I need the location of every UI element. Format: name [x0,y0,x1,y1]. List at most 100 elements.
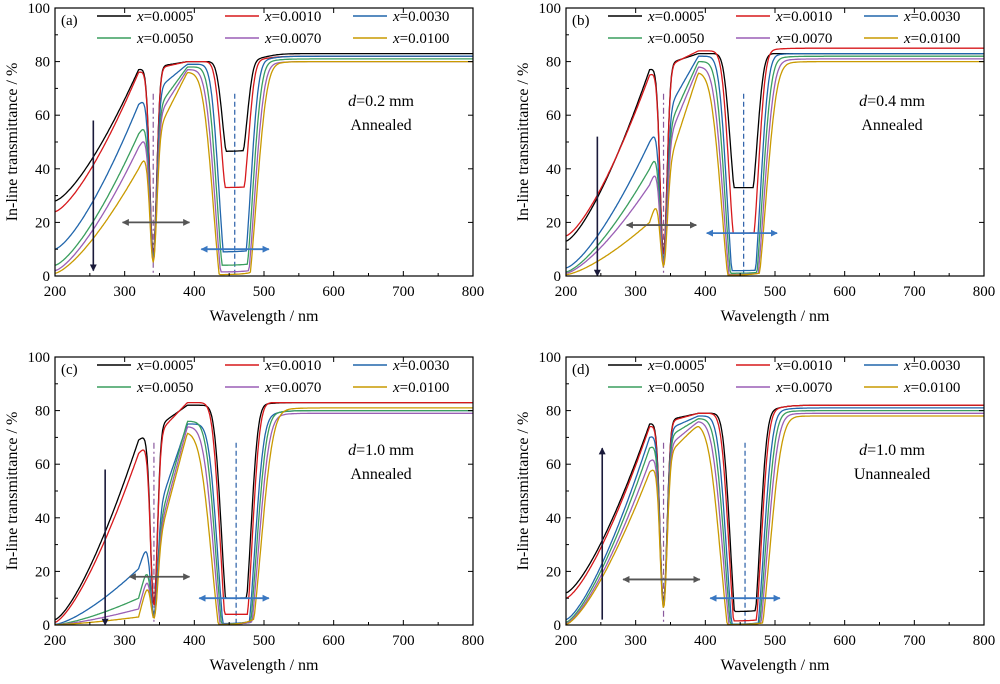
legend-label: x=0.0100 [903,380,960,396]
x-axis-title: Wavelength / nm [210,657,319,674]
y-axis-title: In-line transmittance / % [515,63,532,222]
series-line [566,55,984,274]
series-line [566,58,984,276]
legend-label: x=0.0030 [903,358,960,374]
legend-label: x=0.0070 [264,31,321,47]
series-line [55,409,473,625]
legend-label: x=0.0005 [647,9,704,25]
chart-panel-a: 200 300 400 500 600 700 800 0 20 40 60 80 100 Wavelen… [4,1,484,325]
legend-label: x=0.0050 [136,31,193,47]
series-line [55,407,473,625]
series-line [566,404,984,622]
series-line [55,58,473,266]
y-tick-label: 40 [35,162,50,178]
x-tick-label: 500 [253,633,276,649]
y-tick-label: 100 [539,350,562,366]
x-tick-label: 600 [833,284,856,300]
annotation-condition: Annealed [350,466,411,483]
x-axis-title: Wavelength / nm [721,657,830,674]
y-tick-label: 60 [546,457,561,473]
y-tick-label: 0 [43,269,51,285]
annotation-thickness: d=0.4 mm [859,93,925,110]
series-line [55,412,473,625]
panel-label: (d) [572,362,590,378]
series-line [55,60,473,276]
x-tick-label: 600 [833,633,856,649]
series-line [566,412,984,625]
x-tick-label: 300 [113,633,136,649]
x-tick-label: 800 [973,633,996,649]
legend-label: x=0.0050 [136,380,193,396]
legend-label: x=0.0005 [647,358,704,374]
y-tick-label: 80 [35,55,50,71]
series-line [55,55,473,256]
y-tick-label: 80 [35,404,50,420]
series-line [566,407,984,625]
x-tick-label: 800 [973,284,996,300]
annotation-condition: Annealed [861,117,922,134]
y-tick-label: 0 [43,618,51,634]
legend-label: x=0.0005 [136,358,193,374]
x-tick-label: 400 [694,284,717,300]
x-axis-title: Wavelength / nm [210,308,319,325]
legend-label: x=0.0050 [647,380,704,396]
chart-panel-d: 200 300 400 500 600 700 800 0 20 40 60 80 100 Wavelen… [515,350,995,674]
x-tick-label: 400 [694,633,717,649]
legend-label: x=0.0030 [392,9,449,25]
legend-label: x=0.0070 [775,31,832,47]
chart-panel-b: 200 300 400 500 600 700 800 0 20 40 60 80 100 Wavelen… [515,1,995,325]
x-tick-label: 200 [555,284,578,300]
y-tick-label: 60 [35,457,50,473]
x-tick-label: 200 [44,633,67,649]
annotation-thickness: d=0.2 mm [348,93,414,110]
y-tick-label: 100 [28,1,51,17]
y-axis-title: In-line transmittance / % [515,412,532,571]
series-line [55,401,473,623]
y-tick-label: 20 [35,564,50,580]
x-tick-label: 800 [462,284,485,300]
series-line [566,404,984,613]
annotation-thickness: d=1.0 mm [859,442,925,459]
x-tick-label: 700 [903,633,926,649]
legend-label: x=0.0100 [392,31,449,47]
x-tick-label: 500 [253,284,276,300]
x-tick-label: 600 [322,284,345,300]
legend-label: x=0.0005 [136,9,193,25]
legend-label: x=0.0100 [903,31,960,47]
x-tick-label: 800 [462,633,485,649]
y-tick-label: 60 [35,108,50,124]
annotation-thickness: d=1.0 mm [348,442,414,459]
x-tick-label: 400 [183,284,206,300]
legend-label: x=0.0050 [647,31,704,47]
series-line [55,52,473,256]
y-tick-label: 40 [35,511,50,527]
series-line [566,52,984,272]
x-tick-label: 300 [624,633,647,649]
series-line [566,47,984,255]
legend-label: x=0.0010 [264,9,321,25]
y-tick-label: 80 [546,404,561,420]
x-tick-label: 500 [764,284,787,300]
x-tick-label: 400 [183,633,206,649]
y-tick-label: 0 [554,618,562,634]
x-tick-label: 300 [624,284,647,300]
annotation-condition: Annealed [350,117,411,134]
legend-label: x=0.0070 [264,380,321,396]
y-tick-label: 100 [28,350,51,366]
annotation-condition: Unannealed [854,466,930,483]
y-tick-label: 40 [546,162,561,178]
legend-label: x=0.0010 [775,9,832,25]
panel-label: (a) [61,13,78,29]
y-tick-label: 100 [539,1,562,17]
y-tick-label: 20 [546,215,561,231]
series-line [566,415,984,625]
y-tick-label: 0 [554,269,562,285]
legend-label: x=0.0100 [392,380,449,396]
y-tick-label: 60 [546,108,561,124]
x-tick-label: 700 [392,284,415,300]
series-line [55,55,473,258]
panel-label: (b) [572,13,590,29]
y-tick-label: 20 [35,215,50,231]
x-tick-label: 500 [764,633,787,649]
